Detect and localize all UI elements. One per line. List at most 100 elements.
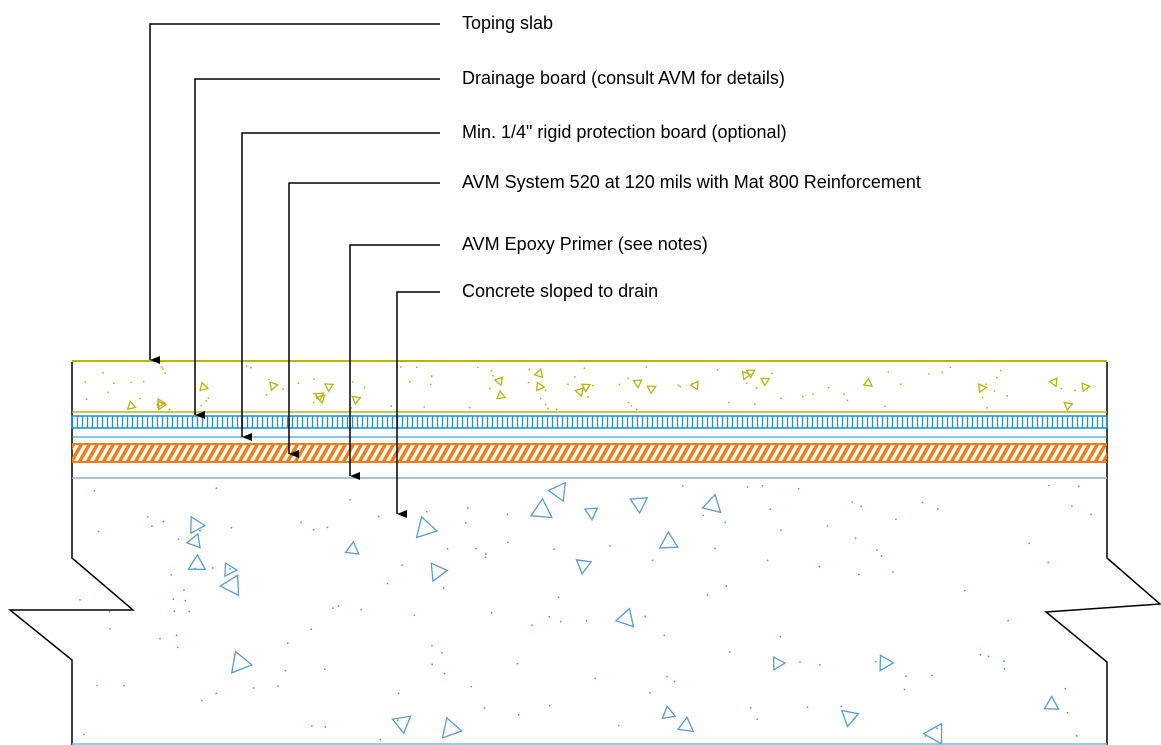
aggregate-dot — [797, 487, 800, 490]
aggregate-dot — [324, 726, 327, 728]
section-outline-left — [7, 362, 136, 745]
aggregate-dot — [780, 529, 782, 531]
aggregate-dot — [249, 366, 252, 369]
aggregate-dot — [277, 685, 279, 688]
aggregate-dot — [85, 398, 88, 401]
aggregate-dot — [1047, 561, 1050, 564]
aggregate-dot — [826, 524, 829, 527]
aggregate-dot — [423, 406, 426, 408]
aggregate-dot — [200, 699, 203, 702]
aggregate-dot — [745, 382, 748, 385]
aggregate-triangle — [689, 380, 699, 391]
aggregate-dot — [386, 582, 389, 585]
aggregate-dot — [539, 397, 542, 400]
aggregate-dot — [172, 598, 175, 600]
aggregate-dot — [884, 405, 886, 408]
aggregate-triangle — [157, 400, 168, 411]
aggregate-dot — [229, 568, 231, 570]
aggregate-dot — [854, 537, 857, 540]
aggregate-triangle — [529, 497, 553, 519]
aggregate-dot — [531, 624, 533, 627]
aggregate-dot — [714, 547, 716, 550]
aggregate-dot — [818, 664, 821, 666]
aggregate-dot — [766, 559, 769, 562]
aggregate-dot — [146, 515, 149, 518]
aggregate-dot — [905, 675, 908, 678]
aggregate-dot — [397, 692, 400, 695]
aggregate-dot — [761, 484, 764, 487]
aggregate-dot — [1007, 619, 1010, 622]
aggregate-dot — [724, 521, 727, 524]
callout-drainage-board: Drainage board (consult AVM for details) — [462, 68, 785, 88]
aggregate-dot — [159, 637, 161, 640]
aggregate-dot — [470, 685, 473, 688]
aggregate-dot — [681, 484, 684, 487]
aggregate-dot — [887, 371, 890, 373]
aggregate-dot — [162, 520, 165, 523]
aggregate-triangle — [661, 705, 677, 720]
aggregate-dot — [265, 394, 268, 396]
aggregate-dot — [109, 627, 111, 630]
aggregate-dot — [1075, 734, 1078, 737]
aggregate-dot — [895, 518, 897, 521]
aggregate-dot — [188, 610, 191, 613]
aggregate-dot — [801, 395, 804, 398]
aggregate-dot — [139, 397, 142, 400]
aggregate-dot — [987, 655, 990, 658]
aggregate-dot — [516, 662, 519, 665]
aggregate-dot — [170, 574, 173, 576]
aggregate-dot — [981, 396, 984, 399]
aggregate-dot — [93, 490, 96, 492]
aggregate-dot — [936, 727, 939, 730]
aggregate-dot — [430, 375, 433, 378]
aggregate-dot — [544, 403, 547, 406]
concrete-aggregate — [79, 481, 1093, 745]
aggregate-dot — [618, 383, 621, 386]
aggregate-triangle — [632, 379, 643, 389]
aggregate-dot — [635, 408, 638, 411]
aggregate-triangle — [187, 553, 207, 571]
aggregate-dot — [627, 401, 630, 404]
drainage-board-layer — [71, 415, 1108, 429]
aggregate-dot — [931, 674, 933, 677]
aggregate-dot — [286, 642, 289, 645]
aggregate-triangle — [344, 540, 360, 555]
aggregate-dot — [752, 371, 755, 374]
aggregate-triangle — [580, 383, 592, 393]
aggregate-dot — [995, 376, 998, 379]
aggregate-triangle — [441, 716, 464, 739]
aggregate-dot — [780, 397, 782, 400]
aggregate-dot — [113, 382, 115, 385]
aggregate-dot — [548, 704, 551, 707]
aggregate-dot — [728, 651, 731, 653]
aggregate-dot — [431, 663, 434, 666]
aggregate-dot — [215, 692, 218, 695]
aggregate-dot — [245, 365, 248, 367]
aggregate-dot — [609, 544, 611, 547]
aggregate-dot — [528, 368, 531, 371]
aggregate-triangle — [533, 367, 544, 379]
aggregate-dot — [199, 529, 201, 532]
aggregate-dot — [207, 397, 210, 399]
aggregate-dot — [492, 374, 494, 377]
aggregate-dot — [194, 567, 196, 570]
aggregate-dot — [770, 372, 773, 375]
aggregate-triangle — [879, 654, 895, 672]
aggregate-dot — [702, 514, 705, 517]
aggregate-triangle — [701, 493, 722, 514]
section-outline-right — [1044, 362, 1161, 745]
aggregate-triangle — [1043, 695, 1060, 710]
aggregate-triangle — [185, 532, 201, 549]
aggregate-dot — [489, 387, 491, 390]
aggregate-dot — [464, 522, 467, 524]
aggregate-triangle — [493, 376, 504, 387]
aggregate-triangle — [741, 370, 752, 381]
aggregate-dot — [160, 366, 163, 368]
topping-slab-layer — [72, 360, 1107, 413]
aggregate-dot — [82, 733, 85, 736]
aggregate-dot — [468, 406, 471, 409]
aggregate-dot — [860, 505, 863, 508]
aggregate-dot — [483, 707, 486, 709]
aggregate-dot — [1064, 687, 1067, 690]
aggregate-dot — [313, 378, 315, 380]
